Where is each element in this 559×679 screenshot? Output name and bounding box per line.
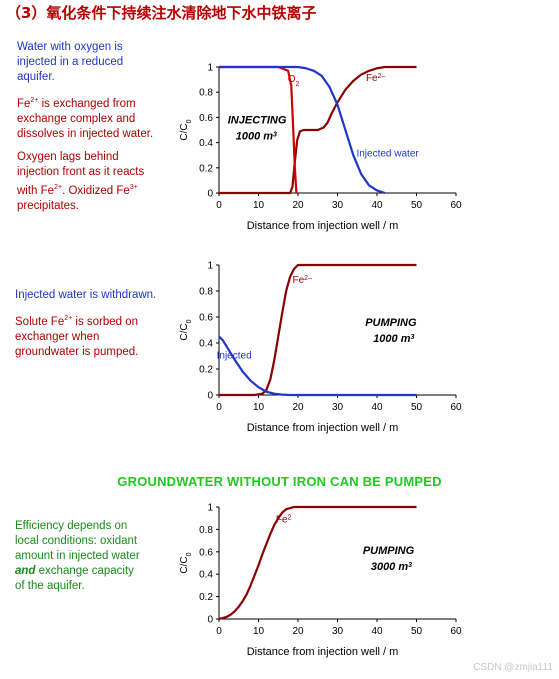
y-tick-label: 0.6 <box>199 313 213 324</box>
note-text: Efficiency depends on local conditions: … <box>15 520 140 562</box>
x-tick-label: 50 <box>411 626 423 637</box>
x-tick-label: 20 <box>292 626 304 637</box>
x-tick-label: 60 <box>450 402 462 413</box>
chart-annotation-volume: 1000 m3 <box>236 131 277 143</box>
notes-efficiency: Efficiency depends on local conditions: … <box>15 519 145 594</box>
x-tick-label: 0 <box>216 200 222 211</box>
note-sup: 2+ <box>54 183 63 191</box>
x-tick-label: 40 <box>371 626 383 637</box>
series-label: Fe2 <box>276 514 292 526</box>
y-tick-label: 0.4 <box>199 339 213 350</box>
y-tick-label: 0.4 <box>199 138 213 149</box>
x-tick-label: 50 <box>411 402 423 413</box>
y-tick-label: 0.4 <box>199 570 213 581</box>
y-axis-label: C/C0 <box>179 119 193 140</box>
x-tick-label: 40 <box>371 402 383 413</box>
note-text: is sorbed on exchanger when groundwater … <box>15 315 139 358</box>
note-text: is exchanged from exchange complex and d… <box>17 97 154 140</box>
x-tick-label: 20 <box>292 402 304 413</box>
x-axis-label: Distance from injection well / m <box>247 220 399 232</box>
x-tick-label: 0 <box>216 402 222 413</box>
note-emphasis: and <box>15 565 36 577</box>
chart-annotation-mode: PUMPING <box>363 545 415 557</box>
y-tick-label: 0 <box>207 189 213 200</box>
series-label: Injected <box>217 351 252 362</box>
x-tick-label: 0 <box>216 626 222 637</box>
note-sup: 2+ <box>30 97 39 104</box>
notes-injecting: Water with oxygen is injected in a reduc… <box>17 40 162 222</box>
series-label: O2 <box>288 74 300 88</box>
banner-text: GROUNDWATER WITHOUT IRON CAN BE PUMPED <box>117 474 442 489</box>
y-tick-label: 0.2 <box>199 365 213 376</box>
y-tick-label: 1 <box>207 261 213 272</box>
x-tick-label: 30 <box>332 200 344 211</box>
y-tick-label: 1 <box>207 503 213 514</box>
note-text: Fe <box>17 97 31 110</box>
chart-annotation-mode: PUMPING <box>365 317 417 329</box>
series-label: Fe2– <box>366 72 386 84</box>
y-tick-label: 0.8 <box>199 287 213 298</box>
y-axis-label: C/C0 <box>179 319 193 340</box>
x-tick-label: 10 <box>253 402 265 413</box>
x-tick-label: 20 <box>292 200 304 211</box>
x-tick-label: 40 <box>371 200 383 211</box>
note-sup: 2+ <box>64 315 73 322</box>
x-axis-label: Distance from injection well / m <box>247 422 399 434</box>
x-tick-label: 10 <box>253 200 265 211</box>
note-withdrawn: Injected water is withdrawn. <box>15 289 157 301</box>
note-oxygen-lags: Oxygen lags behind injection front as it… <box>17 150 162 214</box>
y-tick-label: 0.2 <box>199 163 213 174</box>
note-sup: 3+ <box>129 183 138 191</box>
y-axis-label: C/C0 <box>179 552 193 573</box>
series-line-injected-water <box>219 65 386 195</box>
x-tick-label: 60 <box>450 626 462 637</box>
note-fe-sorbed: Solute Fe2+ is sorbed on exchanger when … <box>15 311 160 360</box>
series-line-fe2 <box>218 505 417 621</box>
y-tick-label: 0.8 <box>199 88 213 99</box>
series-line-fe2- <box>219 65 417 195</box>
credit-watermark: CSDN @zmjia111 <box>473 662 553 673</box>
x-tick-label: 10 <box>253 626 265 637</box>
y-tick-label: 0.8 <box>199 525 213 536</box>
chart-annotation-mode: INJECTING <box>228 115 287 127</box>
x-axis-label: Distance from injection well / m <box>247 646 399 658</box>
series-label: Injected water <box>356 148 419 159</box>
y-tick-label: 1 <box>207 63 213 74</box>
y-tick-label: 0.2 <box>199 592 213 603</box>
note-text: exchange capacity of the aquifer. <box>15 565 134 592</box>
x-tick-label: 30 <box>332 626 344 637</box>
x-tick-label: 50 <box>411 200 423 211</box>
page-heading: （3）氧化条件下持续注水清除地下水中铁离子 <box>6 4 317 22</box>
note-fe-exchanged: Fe2+ is exchanged from exchange complex … <box>17 93 162 142</box>
note-text: . Oxidized Fe <box>62 184 130 197</box>
note-text: Oxygen lags behind injection front as it… <box>17 150 145 197</box>
series-label: Fe2– <box>292 275 312 287</box>
y-tick-label: 0 <box>207 615 213 626</box>
x-tick-label: 60 <box>450 200 462 211</box>
notes-pumping: Injected water is withdrawn. Solute Fe2+… <box>15 288 160 368</box>
series-line-fe2- <box>219 263 417 397</box>
y-tick-label: 0 <box>207 391 213 402</box>
chart-annotation-volume: 3000 m3 <box>371 561 412 573</box>
note-text: Solute Fe <box>15 315 65 328</box>
series-line-injected <box>218 335 417 397</box>
x-tick-label: 30 <box>332 402 344 413</box>
note-text: precipitates. <box>17 199 80 212</box>
y-tick-label: 0.6 <box>199 547 213 558</box>
y-tick-label: 0.6 <box>199 113 213 124</box>
chart-annotation-volume: 1000 m3 <box>373 333 414 345</box>
note-oxygen-injected: Water with oxygen is injected in a reduc… <box>17 41 124 83</box>
